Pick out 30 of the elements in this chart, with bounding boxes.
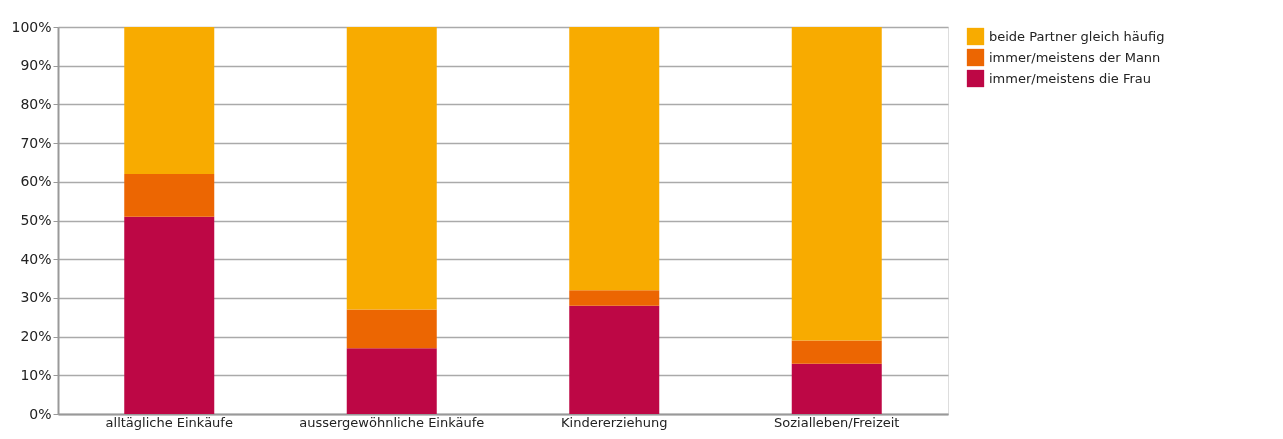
bar <box>569 290 660 306</box>
bar <box>346 309 437 349</box>
y-tick-label: 90% <box>20 57 52 74</box>
y-tick-label: 70% <box>20 134 52 151</box>
x-tick-label: alltägliche Einkäufe <box>105 414 233 430</box>
y-tick-label: 20% <box>20 328 52 345</box>
legend-label: beide Partner gleich häufig <box>989 28 1165 44</box>
bar <box>569 305 660 414</box>
legend-label: immer/meistens die Frau <box>989 70 1152 86</box>
bar <box>124 216 215 414</box>
y-tick-label: 10% <box>20 366 52 383</box>
bar <box>791 363 882 414</box>
x-tick-label: Sozialleben/Freizeit <box>774 414 900 430</box>
bar <box>346 348 437 414</box>
y-tick-label: 50% <box>20 212 52 228</box>
y-tick-label: 30% <box>20 289 52 306</box>
y-tick-label: 0% <box>29 405 52 422</box>
bar <box>791 27 882 341</box>
y-tick-label: 100% <box>11 18 52 35</box>
bar <box>346 27 437 310</box>
y-tick-label: 80% <box>20 95 52 112</box>
bar <box>791 340 882 364</box>
legend-label: immer/meistens der Mann <box>989 49 1161 65</box>
y-tick-label: 40% <box>20 250 52 267</box>
bar <box>124 174 215 217</box>
bar <box>124 27 215 175</box>
bar <box>569 27 660 291</box>
x-tick-label: Kindererziehung <box>561 414 668 430</box>
x-tick-label: aussergewöhnliche Einkäufe <box>299 414 485 430</box>
y-tick-label: 60% <box>20 173 52 190</box>
